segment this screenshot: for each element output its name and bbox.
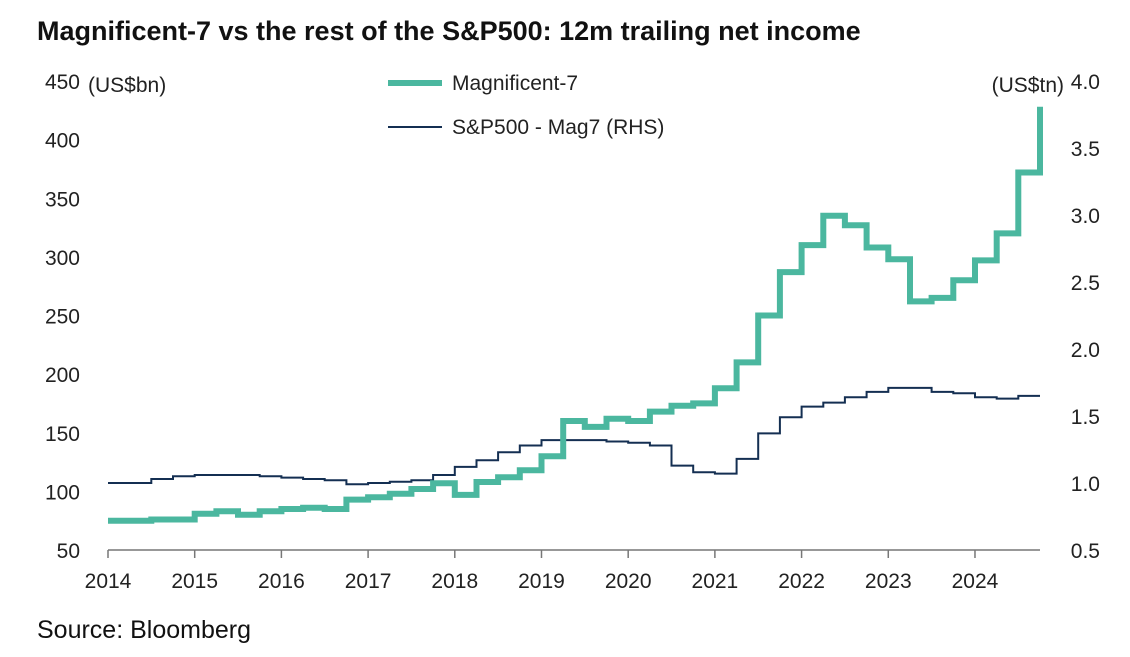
left-tick-label: 100 [45,481,80,504]
x-tick-label: 2021 [692,570,739,593]
axes: 2014 2015 2016 2017 2018 2019 2020 2021 2022 2023… [45,71,1100,593]
left-tick-label: 50 [57,540,80,563]
x-tick-label: 2015 [171,570,218,593]
x-tick-label: 2020 [605,570,652,593]
left-tick-label: 200 [45,364,80,387]
left-tick-label: 350 [45,188,80,211]
legend-label-mag7: Magnificent-7 [452,72,578,95]
series-line-mag7 [108,106,1043,524]
right-tick-label: 3.0 [1071,205,1100,228]
chart-title: Magnificent-7 vs the rest of the S&P500:… [37,16,861,46]
chart: 2014 2015 2016 2017 2018 2019 2020 2021 2022 2023… [45,71,1100,593]
right-tick-label: 0.5 [1071,540,1100,563]
right-tick-label: 1.0 [1071,473,1100,496]
x-tick-label: 2014 [85,570,132,593]
x-tick-label: 2024 [952,570,999,593]
right-tick-label: 2.5 [1071,272,1100,295]
left-tick-label: 300 [45,247,80,270]
left-tick-label: 150 [45,423,80,446]
right-tick-label: 2.0 [1071,339,1100,362]
source-note: Source: Bloomberg [37,616,252,644]
plot-area [108,106,1043,524]
x-tick-label: 2019 [518,570,565,593]
left-axis-unit: (US$bn) [88,74,166,97]
x-tick-label: 2018 [431,570,478,593]
legend: Magnificent-7 S&P500 - Mag7 (RHS) [388,72,664,139]
right-tick-label: 3.5 [1071,138,1100,161]
series-line-rest [108,386,1040,486]
x-tick-label: 2017 [345,570,392,593]
left-tick-label: 250 [45,306,80,329]
x-tick-label: 2023 [865,570,912,593]
right-tick-label: 1.5 [1071,406,1100,429]
legend-label-rest: S&P500 - Mag7 (RHS) [452,116,664,139]
left-tick-label: 400 [45,130,80,153]
right-axis-unit: (US$tn) [992,74,1064,97]
x-tick-label: 2016 [258,570,305,593]
x-tick-label: 2022 [778,570,825,593]
right-tick-label: 4.0 [1071,71,1100,94]
left-tick-label: 450 [45,71,80,94]
